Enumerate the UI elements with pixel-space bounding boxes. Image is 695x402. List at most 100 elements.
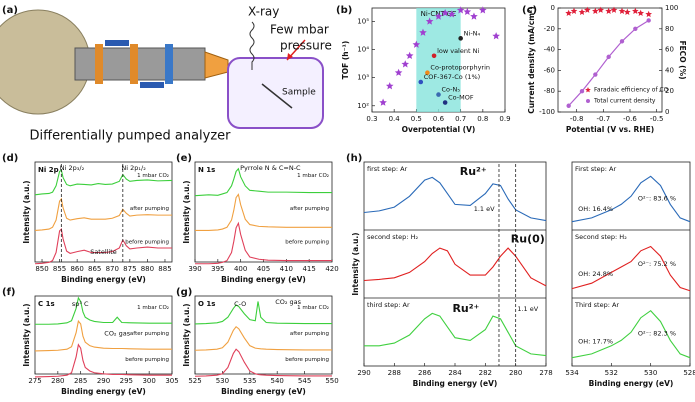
star-point [570,7,578,14]
x-tick-label: 545 [298,377,311,385]
legend-label: Faradaic efficiency of CO [594,87,669,94]
x-axis-title: Binding energy (eV) [221,387,306,396]
x-axis-title: Binding energy (eV) [589,379,674,388]
pump-port [105,40,129,46]
annotation: OH: 16.4% [578,205,613,213]
x-tick-label: 865 [88,265,101,273]
x-tick-label: 300 [142,377,155,385]
catalyst-label: Co-protoporphyrin [430,64,490,72]
x-tick-label: 550 [325,377,338,385]
x-tick-label: 286 [418,369,432,377]
sub-panel-title: first step: Ar [367,165,408,173]
x-tick-label: 525 [188,377,201,385]
x-tick-label: 875 [123,265,136,273]
y-axis-title: Intensity (a.u.) [351,232,360,295]
panel-label: (f) [2,287,16,298]
legend-label: Total current density [593,98,656,105]
x-tick-label: 282 [479,369,492,377]
x-tick-label: 0.5 [411,115,422,123]
x-ray-label: X-ray [248,5,279,19]
star-point [637,9,644,17]
series-label: before pumping [125,357,169,363]
x-tick-label: 284 [448,369,462,377]
x-tick-label: 870 [106,265,119,273]
y-axis-title: TOF (h⁻¹) [341,41,350,80]
series-label: after pumping [130,206,169,212]
star-point [470,12,478,20]
star-point [412,40,421,48]
x-tick-label: 540 [271,377,284,385]
star-point [610,6,618,13]
x-tick-label: -0.8 [570,115,584,123]
x-tick-label: 415 [302,265,315,273]
annotation: Ni 2p₁/₂ [121,164,146,172]
x-tick-label: 0.4 [389,115,401,123]
sub-panel-title: Third step: Ar [574,301,619,309]
catalyst-point [431,53,437,59]
y-tick-label: 10² [357,102,369,110]
star-point [405,51,414,59]
star-point [385,82,394,90]
sub-panel-title: second step: H₂ [367,233,418,241]
spectrum [571,245,691,292]
catalyst-label: Co-N₅ [442,86,461,94]
spectrum [194,301,332,325]
series-label: before pumping [285,240,329,246]
spectrum [363,247,547,287]
plot-frame [557,7,663,113]
x-axis-title: Binding energy (eV) [61,387,146,396]
star-point [419,28,427,36]
annotation: O²⁻: 83.6 % [638,195,676,203]
annotation: OH: 24.8% [578,270,613,278]
marker [566,103,571,108]
catalyst-point [458,36,463,41]
x-tick-label: 280 [51,377,64,385]
star-point [578,8,586,15]
series-label: 1 mbar CO₂ [297,173,329,179]
catalyst-label: low valent Ni [437,47,479,55]
x-axis-title: Binding energy (eV) [61,275,146,284]
x-ray-beam [249,21,255,70]
legend-marker [585,87,591,93]
annotation: O²⁻: 75.2 % [638,260,676,268]
x-tick-label: 0.6 [433,115,445,123]
y-tick-label: 10³ [357,74,369,82]
star-point [448,10,456,18]
x-axis-title: Overpotential (V) [402,125,476,134]
spectrum [34,197,172,231]
spectrum [194,167,332,197]
x-tick-label: 532 [605,369,618,377]
star-point [456,6,465,14]
flange [130,44,138,84]
legend-marker [586,99,590,103]
flange [165,44,173,84]
pump-port [140,82,164,88]
spectrum [194,325,332,351]
panel-label: (d) [2,153,18,164]
series-label: 1 mbar CO₂ [297,305,329,311]
star-point [401,60,410,68]
x-tick-label: 880 [141,265,154,273]
y-axis-title: Intensity (a.u.) [22,303,31,366]
plot-frame [34,161,173,263]
x-tick-label: 390 [188,265,201,273]
x-tick-label: 420 [325,265,338,273]
star-point [632,7,639,14]
y-axis-title: Intensity (a.u.) [182,303,191,366]
x-tick-label: 278 [539,369,552,377]
x-tick-label: 0.3 [366,115,377,123]
y-axis-title: Intensity (a.u.) [22,180,31,243]
panel-title: O 1s [198,300,215,308]
star-point [618,7,626,14]
diagram: X-ray Few mbar pressure Sample Different… [0,5,332,144]
annotation: CO₂ gas [104,329,130,337]
series-label: after pumping [290,206,329,212]
panel-label: (c) [522,5,537,16]
catalyst-point [436,92,441,97]
analyzer-label: Differentially pumped analyzer [29,129,231,144]
annotation: Ru²⁺ [460,165,487,178]
y-tick-label: 0 [551,4,555,12]
marker [619,39,625,44]
x-tick-label: 855 [53,265,66,273]
